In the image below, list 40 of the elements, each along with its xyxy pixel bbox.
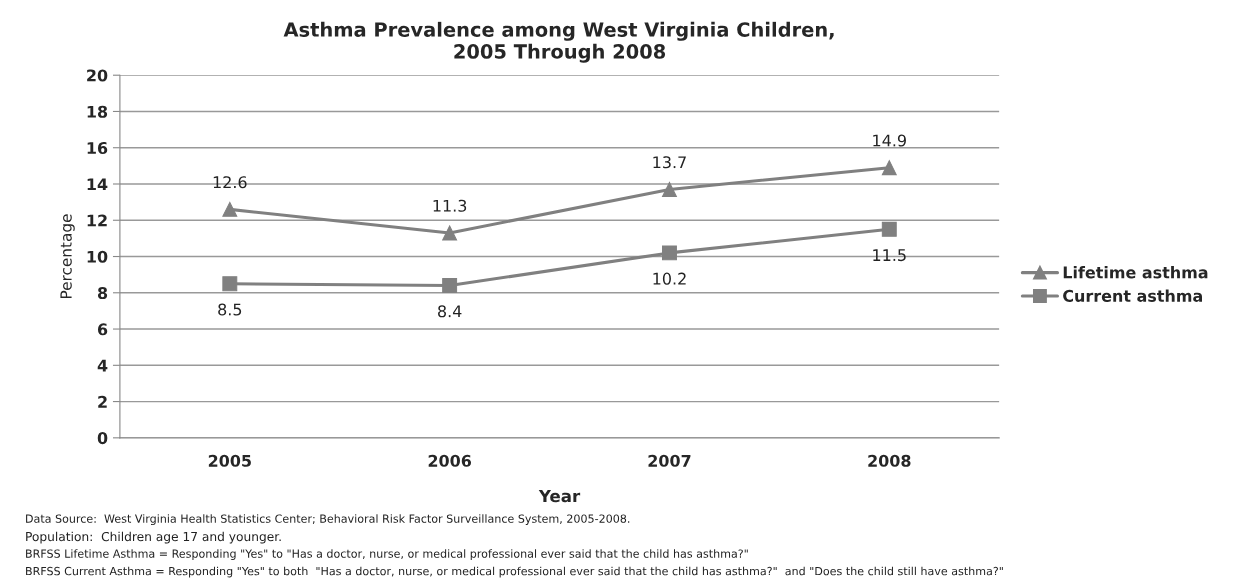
point (662, 181, 677, 197)
point (881, 160, 897, 176)
y-tick-label: 18 (87, 105, 108, 118)
text: BRFSS Current Asthma = Responding "Yes" to both "Has a doctor, nurse, or medical professional ever said that the child has asthma?" and "Does the child still have asthma?" (26, 566, 1003, 578)
point (881, 221, 897, 237)
data-label: 11.5 (873, 249, 906, 262)
data-label: 12.6 (213, 176, 247, 189)
text: Population: Children age 17 and younger. (26, 531, 281, 544)
data-label: 8.4 (438, 305, 462, 318)
point (662, 245, 677, 261)
y-tick-label: 2 (98, 395, 107, 408)
point (222, 201, 238, 217)
y-axis-title: Percentage (60, 214, 75, 298)
x-tick-label: 2006 (428, 454, 472, 467)
text: BRFSS Lifetime Asthma = Responding "Yes" to "Has a doctor, nurse, or medical professional ever said that the child has asthma?" (26, 549, 748, 560)
y-tick-label: 0 (97, 432, 108, 445)
y-tick-label: 8 (97, 287, 108, 300)
y-tick-label: 20 (87, 69, 108, 82)
source-note: Data Source: West Virginia Health Statistics Center; Behavioral Risk Factor Surveillance System, 2005-2008. (26, 514, 630, 525)
y-tick-label: 10 (87, 250, 108, 263)
data-label: 10.2 (653, 272, 686, 285)
x-tick-label: 2005 (208, 454, 251, 467)
point (442, 278, 458, 293)
y-tick-label: 12 (87, 214, 107, 227)
x-axis-title: Year (538, 489, 581, 503)
x-tick-label: 2007 (648, 454, 691, 467)
x-tick-label: 2008 (868, 454, 911, 467)
legend-label: Current asthma (1063, 289, 1202, 302)
data-label: 13.7 (653, 156, 686, 169)
legend-label: Lifetime asthma (1063, 266, 1208, 279)
chart-title: Asthma Prevalence among West Virginia Children, 2005 Through 2008 (283, 21, 834, 63)
point (222, 276, 238, 292)
y-tick-label: 16 (87, 141, 108, 155)
y-tick-label: 14 (87, 178, 108, 191)
data-label: 14.9 (873, 134, 906, 147)
data-label: 8.5 (218, 303, 242, 316)
data-label: 11.3 (433, 199, 467, 212)
y-tick-label: 4 (97, 359, 108, 372)
point (442, 225, 458, 241)
y-tick-label: 6 (97, 323, 108, 336)
